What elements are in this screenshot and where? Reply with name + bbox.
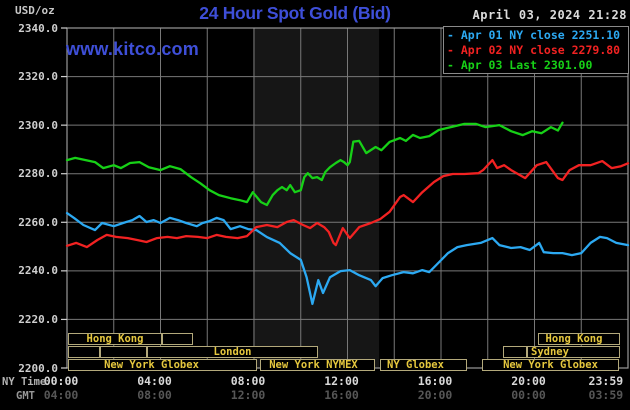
session-box-new-york-nymex: New York NYMEX xyxy=(260,359,375,371)
y-axis-label: 2340.0 xyxy=(18,21,58,35)
session-box-hong-kong: Hong Kong xyxy=(538,333,620,345)
price-line-apr-03 xyxy=(65,121,564,207)
units-label: USD/oz xyxy=(15,4,55,17)
x-axis-label-ny-time: 00:00 xyxy=(43,374,79,388)
gmt-axis-caption: GMT xyxy=(16,390,35,402)
session-box xyxy=(162,333,193,345)
chart-datetime: April 03, 2024 21:28 xyxy=(472,8,627,22)
y-axis-label: 2200.0 xyxy=(18,361,58,375)
page-title: 24 Hour Spot Gold (Bid) xyxy=(199,3,391,23)
ny-time-axis-caption: NY Time xyxy=(2,376,47,388)
session-label: New York NYMEX xyxy=(269,359,358,371)
session-box-new-york-globex: New York Globex xyxy=(68,359,257,371)
x-axis-label-gmt: 00:00 xyxy=(511,388,546,402)
x-axis-label-gmt: 12:00 xyxy=(230,388,266,402)
legend-item-apr01: - Apr 01 NY close 2251.10 xyxy=(447,28,621,42)
x-axis-label-ny-time: 23:59 xyxy=(588,374,624,388)
session-label: New York Globex xyxy=(104,359,199,371)
session-box xyxy=(503,346,527,358)
y-axis-label: 2320.0 xyxy=(18,70,58,84)
y-axis-label: 2300.0 xyxy=(18,118,58,132)
x-axis-label-gmt: 04:00 xyxy=(43,388,79,402)
session-box xyxy=(100,346,147,358)
session-label: London xyxy=(213,346,252,358)
y-axis-label: 2280.0 xyxy=(18,167,58,181)
session-label: NY Globex xyxy=(387,359,444,371)
session-label: New York Globex xyxy=(503,359,598,371)
x-axis-label-ny-time: 04:00 xyxy=(137,374,172,388)
x-axis-label-gmt: 20:00 xyxy=(417,388,453,402)
price-line-apr-01 xyxy=(65,211,630,306)
x-axis-label-ny-time: 12:00 xyxy=(324,374,359,388)
session-box-hong-kong: Hong Kong xyxy=(68,333,162,345)
session-label: Sydney xyxy=(531,346,569,358)
y-axis-label: 2260.0 xyxy=(18,215,58,229)
y-axis-label: 2220.0 xyxy=(18,312,58,326)
session-box xyxy=(68,346,100,358)
price-line-apr-02 xyxy=(65,158,630,249)
x-axis-label-gmt: 16:00 xyxy=(324,388,359,402)
x-axis-label-ny-time: 16:00 xyxy=(417,374,453,388)
session-label: Hong Kong xyxy=(86,333,144,345)
session-highlight-band xyxy=(253,28,380,368)
x-axis-label-gmt: 08:00 xyxy=(137,388,172,402)
session-box-sydney: Sydney xyxy=(527,346,620,358)
x-axis-label-gmt: 03:59 xyxy=(588,388,624,402)
session-box-london: London xyxy=(147,346,318,358)
kitco-watermark-link[interactable]: www.kitco.com xyxy=(66,39,199,59)
x-axis-label-ny-time: 08:00 xyxy=(230,374,266,388)
legend-item-apr02: - Apr 02 NY close 2279.80 xyxy=(447,43,621,57)
session-label: Hong Kong xyxy=(545,333,603,345)
legend-box: - Apr 01 NY close 2251.10 - Apr 02 NY cl… xyxy=(443,26,629,74)
session-box-new-york-globex: New York Globex xyxy=(482,359,619,371)
legend-item-apr03: - Apr 03 Last 2301.00 xyxy=(447,58,593,72)
x-axis-label-ny-time: 20:00 xyxy=(511,374,546,388)
session-box-ny-globex: NY Globex xyxy=(380,359,467,371)
y-axis-label: 2240.0 xyxy=(18,264,58,278)
